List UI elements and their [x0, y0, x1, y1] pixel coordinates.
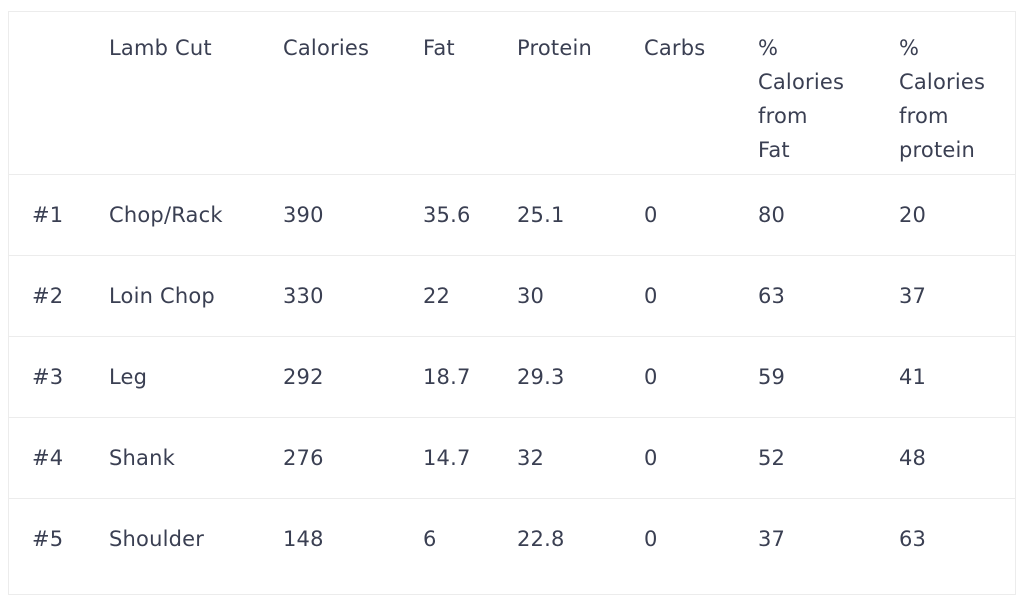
table-row: #5 Shoulder 148 6 22.8 0 37 63 — [8, 498, 1016, 579]
cell-carbs: 0 — [644, 255, 758, 337]
cell-calories: 292 — [283, 336, 423, 418]
cell-carbs: 0 — [644, 336, 758, 418]
cell-protein: 25.1 — [517, 174, 644, 256]
cell-lamb-cut: Loin Chop — [109, 255, 283, 337]
table-header: Lamb Cut Calories Fat Protein Carbs % Ca… — [8, 11, 1016, 175]
cell-rank: #4 — [8, 417, 109, 499]
header-pct-fat-line: Calories — [758, 70, 845, 94]
header-pct-fat-line: from — [758, 104, 808, 128]
cell-fat: 6 — [423, 526, 437, 551]
header-fat: Fat — [423, 11, 517, 175]
cell-pct-fat: 59 — [758, 336, 899, 418]
header-pct-calories-from-fat: % Calories from Fat — [758, 11, 899, 175]
cell-fat: 14.7 — [423, 417, 517, 499]
header-lamb-cut: Lamb Cut — [109, 11, 283, 175]
cell-fat: 22 — [423, 255, 517, 337]
nutrition-table-container: Lamb Cut Calories Fat Protein Carbs % Ca… — [8, 11, 1016, 595]
table-row: #4 Shank 276 14.7 32 0 52 48 — [8, 417, 1016, 499]
cell-pct-protein: 48 — [899, 417, 1016, 499]
table-row: #1 Chop/Rack 390 35.6 25.1 0 80 20 — [8, 174, 1016, 256]
cell-rank: #2 — [8, 255, 109, 337]
cell-pct-protein: 63 — [899, 526, 927, 551]
header-row: Lamb Cut Calories Fat Protein Carbs % Ca… — [8, 11, 1016, 175]
header-pct-fat-line: % — [758, 36, 779, 60]
cell-rank: #3 — [8, 336, 109, 418]
table-row: #2 Loin Chop 330 22 30 0 63 37 — [8, 255, 1016, 337]
cell-lamb-cut: Shoulder — [109, 526, 205, 551]
cell-pct-fat: 37 — [758, 526, 786, 551]
header-pct-protein-line: protein — [899, 138, 976, 162]
header-pct-calories-from-protein: % Calories from protein — [899, 11, 1016, 175]
cell-protein: 22.8 — [517, 526, 565, 551]
cell-calories: 330 — [283, 255, 423, 337]
cell-lamb-cut: Chop/Rack — [109, 174, 283, 256]
header-protein: Protein — [517, 11, 644, 175]
cell-calories: 276 — [283, 417, 423, 499]
cell-pct-protein: 41 — [899, 336, 1016, 418]
table-row: #3 Leg 292 18.7 29.3 0 59 41 — [8, 336, 1016, 418]
cell-rank: #5 — [32, 526, 64, 551]
header-calories: Calories — [283, 11, 423, 175]
cell-pct-fat: 80 — [758, 174, 899, 256]
cell-calories: 390 — [283, 174, 423, 256]
cell-pct-protein: 37 — [899, 255, 1016, 337]
cell-pct-protein: 20 — [899, 174, 1016, 256]
cell-calories: 148 — [283, 526, 324, 551]
cell-carbs: 0 — [644, 526, 658, 551]
table-body: #1 Chop/Rack 390 35.6 25.1 0 80 20 #2 Lo… — [8, 174, 1016, 579]
cell-pct-fat: 63 — [758, 255, 899, 337]
cell-protein: 32 — [517, 417, 644, 499]
cell-carbs: 0 — [644, 417, 758, 499]
header-pct-protein-line: Calories — [899, 70, 986, 94]
cell-pct-fat: 52 — [758, 417, 899, 499]
cell-lamb-cut: Leg — [109, 336, 283, 418]
cell-lamb-cut: Shank — [109, 417, 283, 499]
cell-protein: 30 — [517, 255, 644, 337]
header-rank — [8, 11, 109, 175]
lamb-nutrition-table: Lamb Cut Calories Fat Protein Carbs % Ca… — [8, 11, 1016, 579]
cell-fat: 18.7 — [423, 336, 517, 418]
header-pct-fat-line: Fat — [758, 138, 790, 162]
cell-fat: 35.6 — [423, 174, 517, 256]
cell-carbs: 0 — [644, 174, 758, 256]
cell-protein: 29.3 — [517, 336, 644, 418]
header-pct-protein-line: % — [899, 36, 920, 60]
header-carbs: Carbs — [644, 11, 758, 175]
cell-rank: #1 — [8, 174, 109, 256]
header-pct-protein-line: from — [899, 104, 949, 128]
